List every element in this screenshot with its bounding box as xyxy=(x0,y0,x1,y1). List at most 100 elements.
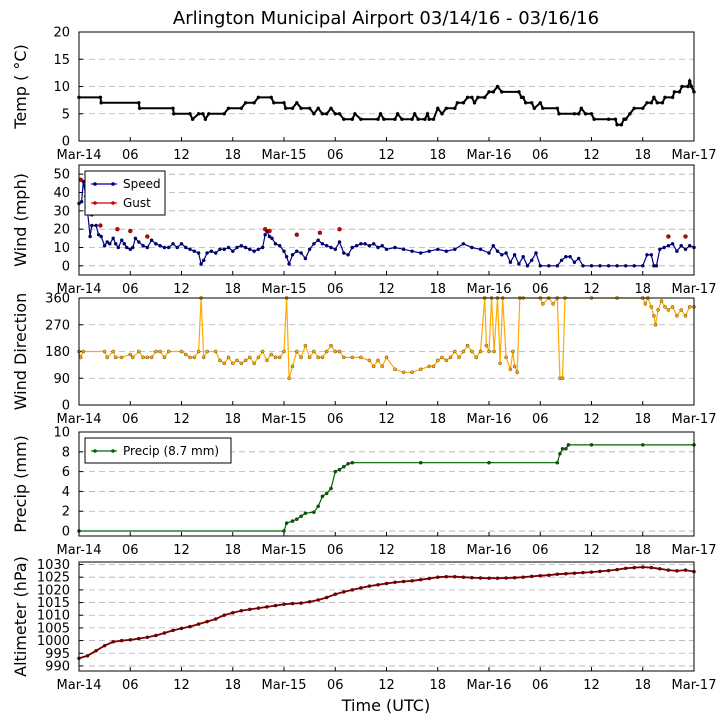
data-point xyxy=(213,251,218,255)
data-point xyxy=(444,106,449,111)
y-tick-label: 5 xyxy=(62,107,70,122)
y-axis-label: Precip (mm) xyxy=(11,435,30,533)
data-point xyxy=(265,358,269,363)
x-tick-label: 06 xyxy=(327,543,344,558)
data-point xyxy=(529,258,534,263)
data-point xyxy=(342,117,346,121)
data-point xyxy=(517,90,521,94)
data-point xyxy=(113,242,118,246)
data-point xyxy=(431,117,436,121)
data-point xyxy=(196,251,201,255)
data-point xyxy=(440,112,444,116)
data-point xyxy=(277,243,282,248)
data-point xyxy=(641,106,645,111)
data-point xyxy=(675,569,679,573)
data-point xyxy=(564,447,568,451)
series-line-speed xyxy=(78,181,695,267)
data-point xyxy=(670,242,675,246)
x-tick-label: Mar-16 xyxy=(467,282,512,297)
data-point xyxy=(213,617,218,621)
data-point xyxy=(283,106,288,111)
data-point xyxy=(666,308,671,312)
data-point xyxy=(658,247,662,252)
y-tick-label: 10 xyxy=(53,241,70,256)
data-point xyxy=(461,349,466,354)
data-point xyxy=(350,460,355,465)
y-tick-label: 15 xyxy=(53,53,70,68)
x-tick-label: 18 xyxy=(429,148,446,163)
x-tick-label: 06 xyxy=(122,543,139,558)
data-point xyxy=(521,575,525,579)
x-tick-label: 18 xyxy=(224,412,241,427)
data-point xyxy=(677,90,682,94)
x-tick-label: 06 xyxy=(532,282,549,297)
data-point xyxy=(431,364,436,369)
data-point xyxy=(653,323,658,327)
data-point xyxy=(171,106,175,111)
data-point xyxy=(598,569,602,574)
data-point xyxy=(226,106,231,111)
data-point xyxy=(172,112,176,116)
data-point xyxy=(81,349,86,354)
data-point xyxy=(353,112,357,116)
data-point xyxy=(94,223,98,228)
x-tick-label: Mar-16 xyxy=(467,543,512,558)
panel-wind_direction: 0 90 180 270 360 Mar-14 06 12 18 Mar-15 06 12 18 Mar-… xyxy=(11,292,716,428)
data-point xyxy=(649,305,654,309)
data-point xyxy=(683,247,688,252)
data-point xyxy=(320,355,325,360)
x-tick-label: 06 xyxy=(532,148,549,163)
data-point xyxy=(495,249,500,253)
data-point xyxy=(231,249,235,253)
data-point xyxy=(645,253,649,257)
data-point xyxy=(534,251,538,255)
data-point xyxy=(90,223,94,228)
data-point xyxy=(649,101,654,105)
data-point xyxy=(337,467,342,472)
x-tick-label: 06 xyxy=(532,412,549,427)
data-point xyxy=(141,243,145,248)
data-point xyxy=(478,576,483,580)
data-point xyxy=(470,575,474,580)
data-point xyxy=(350,355,355,360)
data-point xyxy=(525,264,530,268)
data-point xyxy=(295,349,299,354)
legend-marker xyxy=(111,182,115,186)
data-point xyxy=(171,242,175,246)
data-point xyxy=(108,242,112,246)
data-point xyxy=(290,364,295,369)
x-tick-label: 12 xyxy=(173,543,190,558)
data-point xyxy=(270,236,274,241)
data-point xyxy=(615,264,619,268)
x-tick-label: 18 xyxy=(429,543,446,558)
data-point xyxy=(645,101,649,105)
x-tick-label: Mar-14 xyxy=(57,412,102,427)
data-point xyxy=(359,117,363,121)
data-point xyxy=(209,249,214,253)
data-point xyxy=(672,90,677,94)
data-point xyxy=(615,567,619,572)
y-tick-label: 180 xyxy=(45,345,70,360)
data-point xyxy=(290,601,295,606)
y-tick-label: 40 xyxy=(53,186,70,201)
data-point xyxy=(511,349,515,354)
data-point xyxy=(660,101,665,105)
data-point xyxy=(491,90,496,94)
data-point xyxy=(410,370,414,375)
data-point xyxy=(500,253,504,257)
data-point xyxy=(623,117,628,121)
data-point xyxy=(316,355,320,360)
data-point xyxy=(199,262,203,266)
x-tick-label: 18 xyxy=(429,678,446,693)
data-point xyxy=(284,521,289,525)
data-point xyxy=(487,576,491,580)
data-point xyxy=(128,352,133,357)
data-point xyxy=(252,361,256,366)
data-point xyxy=(649,253,654,257)
data-point xyxy=(145,245,150,250)
data-point xyxy=(267,234,272,239)
plot-frame xyxy=(78,431,695,537)
x-tick-label: 12 xyxy=(173,148,190,163)
data-point xyxy=(384,355,389,360)
